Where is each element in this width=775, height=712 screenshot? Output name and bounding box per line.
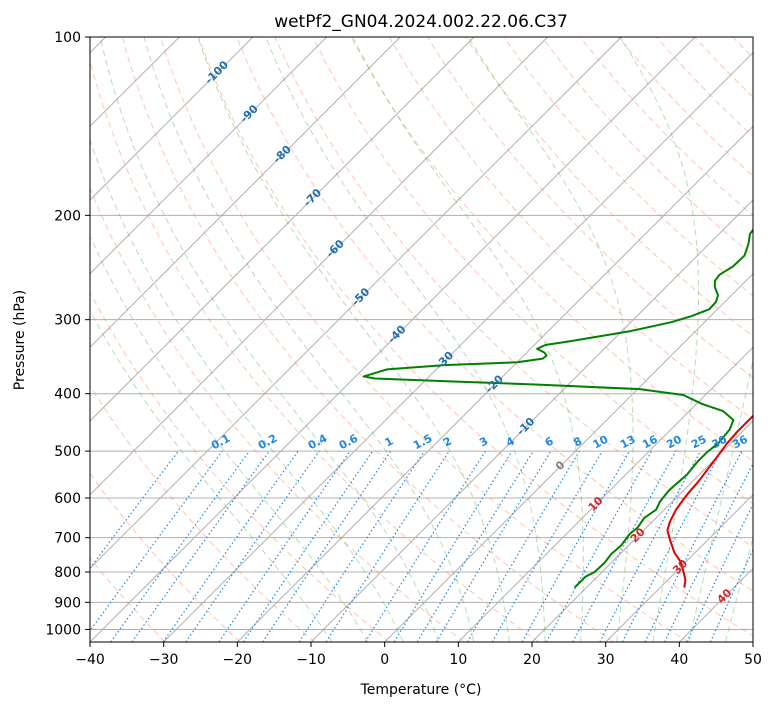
- mixing-ratio-line: [417, 451, 533, 642]
- mixing-ratio-label: 6: [543, 434, 556, 449]
- dry-adiabat-line: [84, 37, 539, 642]
- mixing-ratio-label: 16: [640, 433, 660, 452]
- dry-adiabat-line: [695, 37, 775, 642]
- mixing-ratio-line: [522, 451, 629, 642]
- x-tick-label: 40: [670, 652, 688, 668]
- moist-adiabat-line: [4, 37, 332, 642]
- dry-adiabat-line: [771, 37, 775, 642]
- moist-adiabat-line: [32, 37, 368, 642]
- mixing-ratio-label: 1.5: [411, 432, 434, 453]
- dry-adiabat-line: [237, 37, 775, 642]
- y-axis: 100 200 300 400 500 600 700 800 900 1000: [45, 30, 90, 638]
- mixing-ratio-line: [219, 451, 350, 642]
- mixing-ratio-line: [111, 451, 250, 642]
- mixing-ratio-label: 0.4: [306, 432, 330, 453]
- x-tick-label: −10: [296, 652, 326, 668]
- mixing-ratio-line: [573, 451, 676, 642]
- y-tick-label: 900: [54, 595, 81, 611]
- dry-adiabat-line: [275, 37, 775, 642]
- y-tick-label: 700: [54, 531, 81, 547]
- isotherm-line: [679, 37, 775, 642]
- mixing-ratio-label: 25: [689, 433, 709, 452]
- isotherm-line: [0, 37, 327, 642]
- dry-adiabat-label: -80: [271, 142, 294, 165]
- moist-adiabat-line: [726, 37, 775, 642]
- mixing-ratio-line: [665, 451, 760, 642]
- dry-adiabat-line: [0, 37, 315, 642]
- x-tick-label: 10: [449, 652, 467, 668]
- moist-adiabat-line: [689, 37, 775, 642]
- x-tick-label: 20: [523, 652, 541, 668]
- y-tick-label: 400: [54, 387, 81, 403]
- isotherm-line: [532, 37, 775, 642]
- x-tick-label: −40: [75, 652, 105, 668]
- x-tick-label: 0: [380, 652, 389, 668]
- isotherm-line: [311, 37, 775, 642]
- mixing-ratio-line: [436, 451, 551, 642]
- x-tick-label: −20: [223, 652, 253, 668]
- y-tick-label: 100: [54, 30, 81, 46]
- x-tick-label: 50: [744, 652, 762, 668]
- mixing-ratio-line: [326, 451, 449, 642]
- mixing-ratio-label: 2: [441, 434, 454, 449]
- y-tick-label: 1000: [45, 622, 81, 638]
- temperature-profile-line: [667, 37, 775, 588]
- x-axis-label: Temperature (°C): [360, 682, 482, 698]
- isotherm-line: [0, 37, 400, 642]
- y-tick-label: 800: [54, 565, 81, 581]
- dry-adiabat-line: [427, 37, 775, 642]
- x-axis: −40 −30 −20 −10 0 10 20 30 40 50: [75, 642, 762, 668]
- mixing-ratio-label: 3: [477, 434, 490, 449]
- moist-adiabat-line: [468, 37, 633, 642]
- y-tick-label: 500: [54, 444, 81, 460]
- dry-adiabat-line: [0, 37, 240, 642]
- chart-title: wetPf2_GN04.2024.002.22.06.C37: [274, 12, 568, 32]
- y-tick-label: 600: [54, 491, 81, 507]
- mixing-ratio-line: [163, 451, 298, 642]
- x-tick-label: 30: [597, 652, 615, 668]
- dry-adiabat-line: [733, 37, 775, 642]
- dry-adiabat-label: -20: [483, 372, 506, 395]
- isotherm-line: [237, 37, 775, 642]
- mixing-ratio-label: 8: [571, 434, 584, 449]
- mixing-ratio-line: [710, 451, 775, 642]
- y-tick-label: 300: [54, 313, 81, 329]
- isotherm-line: [753, 37, 775, 642]
- mixing-ratio-line: [600, 451, 701, 642]
- y-tick-label: 200: [54, 208, 81, 224]
- mixing-ratio-line: [365, 451, 485, 642]
- mixing-ratio-label: 0.1: [209, 432, 232, 453]
- mixing-ratio-line: [82, 451, 223, 642]
- isotherm-line: [164, 37, 769, 642]
- dry-adiabat-line: [8, 37, 390, 642]
- mixing-ratio-line: [243, 451, 372, 642]
- mixing-ratio-label: 13: [618, 433, 638, 452]
- y-axis-label: Pressure (hPa): [12, 290, 28, 390]
- x-tick-label: −30: [149, 652, 179, 668]
- mixing-ratio-line: [546, 451, 651, 642]
- dry-adiabat-line: [504, 37, 775, 642]
- dry-adiabat-line: [466, 37, 775, 642]
- mixing-ratio-label: 20: [664, 433, 684, 452]
- isotherm-line: [16, 37, 621, 642]
- dry-adiabat-line: [351, 37, 775, 642]
- mixing-ratio-label: 10: [591, 433, 611, 452]
- mixing-ratio-label: 1: [383, 434, 396, 449]
- moist-adiabat-line: [63, 37, 403, 642]
